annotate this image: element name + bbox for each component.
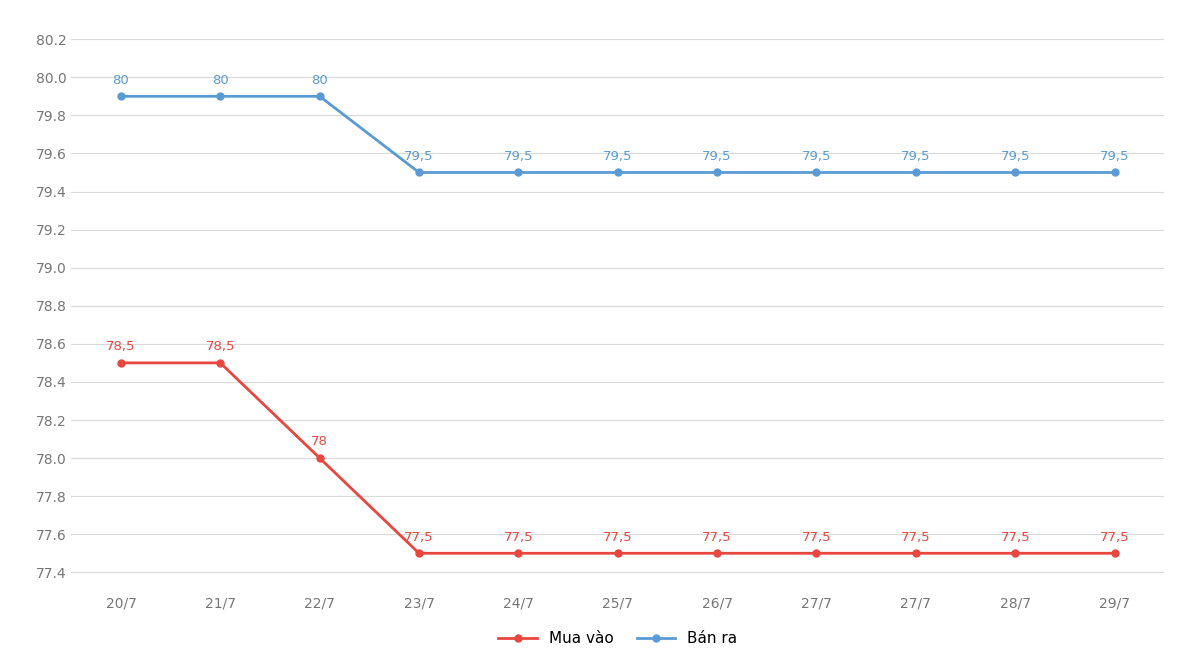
Text: 77,5: 77,5 xyxy=(1100,531,1130,544)
Text: 79,5: 79,5 xyxy=(702,150,732,163)
Text: 77,5: 77,5 xyxy=(504,531,533,544)
Legend: Mua vào, Bán ra: Mua vào, Bán ra xyxy=(492,625,744,653)
Text: 77,5: 77,5 xyxy=(802,531,832,544)
Text: 78: 78 xyxy=(311,435,328,448)
Text: 79,5: 79,5 xyxy=(504,150,533,163)
Text: 79,5: 79,5 xyxy=(1100,150,1130,163)
Text: 79,5: 79,5 xyxy=(404,150,434,163)
Text: 79,5: 79,5 xyxy=(901,150,930,163)
Text: 78,5: 78,5 xyxy=(206,340,235,353)
Text: 79,5: 79,5 xyxy=(604,150,632,163)
Text: 77,5: 77,5 xyxy=(901,531,930,544)
Text: 77,5: 77,5 xyxy=(702,531,732,544)
Text: 77,5: 77,5 xyxy=(604,531,632,544)
Text: 78,5: 78,5 xyxy=(106,340,135,353)
Text: 77,5: 77,5 xyxy=(404,531,434,544)
Text: 80: 80 xyxy=(211,74,229,87)
Text: 80: 80 xyxy=(113,74,129,87)
Text: 79,5: 79,5 xyxy=(802,150,832,163)
Text: 79,5: 79,5 xyxy=(1000,150,1030,163)
Text: 80: 80 xyxy=(311,74,328,87)
Text: 77,5: 77,5 xyxy=(1000,531,1030,544)
